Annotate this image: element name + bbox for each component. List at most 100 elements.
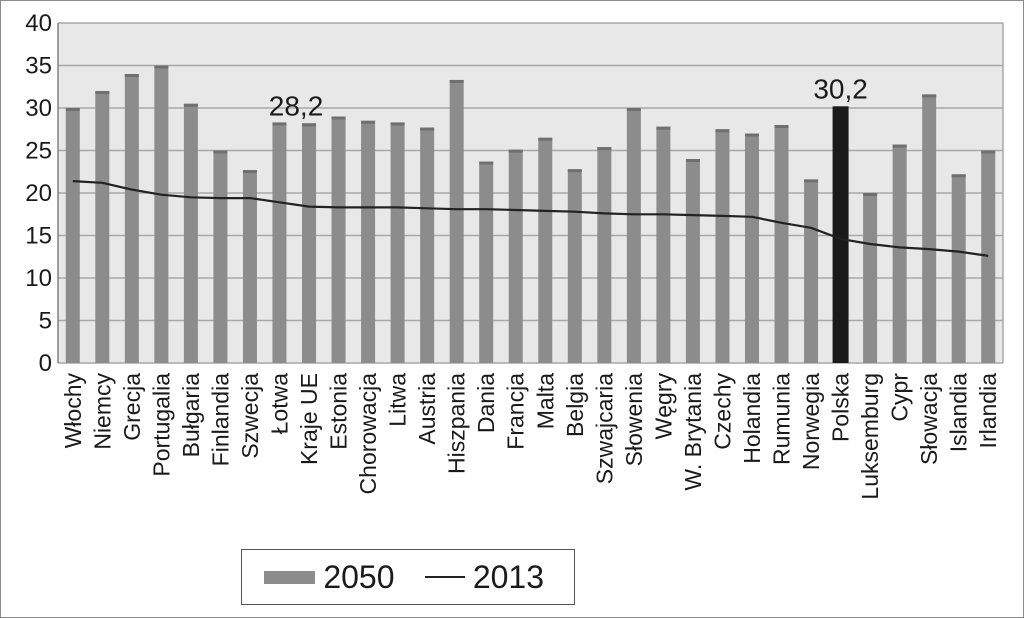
bar-27	[832, 106, 849, 364]
x-axis-categories: Włochy Niemcy Grecja Portugalia Bułgaria Finl…	[60, 373, 1001, 500]
x-category-label: Islandia	[946, 373, 972, 452]
bar-cap-8	[272, 122, 287, 126]
bar-3	[124, 74, 139, 363]
bar-10	[331, 116, 346, 363]
bar-cap-7	[242, 170, 257, 174]
bar-8	[272, 122, 287, 363]
bar-25	[774, 125, 789, 363]
y-tick-label: 5	[39, 308, 52, 335]
bar-cap-23	[715, 129, 730, 133]
bar-cap-12	[390, 122, 405, 126]
bar-5	[183, 103, 198, 363]
x-category-label: Finlandia	[207, 373, 233, 467]
x-category-label: Luksemburg	[857, 373, 883, 500]
x-category-label: Bułgaria	[178, 373, 204, 458]
bar-15	[479, 161, 494, 363]
bar-cap-14	[449, 79, 464, 83]
x-category-label: Słowenia	[621, 373, 647, 467]
x-category-label: Niemcy	[89, 373, 115, 450]
y-tick-label: 0	[39, 350, 52, 377]
x-category-label: Węgry	[650, 373, 676, 440]
bar-cap-11	[361, 120, 376, 124]
bar-cap-17	[538, 137, 553, 141]
bar-cap-1	[65, 108, 80, 111]
bar-22	[685, 159, 700, 363]
x-category-label: Polska	[828, 373, 854, 442]
bar-cap-9	[302, 123, 317, 127]
x-category-label: Litwa	[385, 373, 411, 427]
bar-30	[922, 94, 937, 364]
bar-16	[508, 149, 523, 363]
bar-cap-13	[420, 127, 435, 131]
y-tick-label: 35	[25, 53, 52, 80]
line-series	[72, 180, 989, 257]
x-category-label: Kraje UE	[296, 373, 322, 465]
bar-19	[597, 147, 612, 363]
x-category-label: W. Brytania	[680, 373, 706, 491]
bar-cap-3	[124, 74, 139, 77]
bar-26	[804, 179, 819, 363]
bar-cap-31	[951, 174, 966, 178]
bar-cap-22	[685, 159, 700, 162]
x-category-label: Norwegia	[798, 373, 824, 470]
y-tick-label: 15	[25, 223, 52, 250]
bar-cap-16	[508, 149, 523, 153]
bar-12	[390, 122, 405, 363]
annotations: 28,2 30,2	[269, 73, 868, 121]
y-tick-label: 20	[25, 180, 52, 207]
bar-cap-28	[863, 193, 878, 196]
x-category-label: Łotwa	[266, 373, 292, 435]
x-category-label: Cypr	[887, 373, 913, 422]
bar-cap-32	[981, 150, 996, 154]
y-axis-ticks: 0 5 10 15 20 25 30 35 40	[25, 10, 52, 377]
x-category-label: Irlandia	[975, 373, 1001, 449]
bar-1	[65, 108, 80, 363]
x-category-label: Chorowacja	[355, 373, 381, 495]
bar-31	[951, 174, 966, 363]
bar-14	[449, 79, 464, 363]
bar-32	[981, 150, 996, 363]
x-category-label: Francja	[503, 373, 529, 450]
bar-cap-6	[213, 150, 228, 154]
bar-11	[361, 120, 376, 363]
bar-9	[302, 123, 317, 363]
annotation-label: 30,2	[813, 73, 868, 104]
bar-cap-5	[183, 103, 198, 107]
legend-label-2050: 2050	[323, 558, 395, 595]
bar-7	[242, 170, 257, 363]
bar-17	[538, 137, 553, 363]
bar-2	[95, 91, 110, 363]
bar-cap-10	[331, 116, 346, 120]
bar-cap-20	[626, 108, 641, 111]
x-category-label: Grecja	[119, 373, 145, 441]
x-category-label: Dania	[473, 373, 499, 433]
bar-29	[892, 144, 907, 363]
bar-6	[213, 150, 228, 363]
x-category-label: Estonia	[326, 373, 352, 450]
bar-cap-25	[774, 125, 789, 128]
bar-cap-18	[567, 169, 582, 173]
x-category-label: Holandia	[739, 373, 765, 464]
x-category-label: Słowacja	[916, 373, 942, 465]
line-2013	[72, 180, 989, 257]
bar-cap-30	[922, 94, 937, 98]
bar-cap-21	[656, 126, 671, 130]
legend-swatch-2050	[264, 570, 316, 584]
bar-cap-29	[892, 144, 907, 148]
bar-24	[744, 133, 759, 363]
bar-cap-15	[479, 161, 494, 165]
x-category-label: Belgia	[562, 373, 588, 437]
bar-cap-24	[744, 133, 759, 137]
legend-swatch-2013	[424, 576, 465, 578]
y-tick-label: 40	[25, 10, 52, 37]
x-category-label: Rumunia	[769, 373, 795, 465]
bar-13	[420, 127, 435, 363]
bars	[65, 65, 996, 364]
x-category-label: Hiszpania	[444, 373, 470, 474]
x-category-label: Włochy	[60, 373, 86, 449]
y-tick-label: 25	[25, 138, 52, 165]
bar-cap-26	[804, 179, 819, 183]
bar-18	[567, 169, 582, 363]
